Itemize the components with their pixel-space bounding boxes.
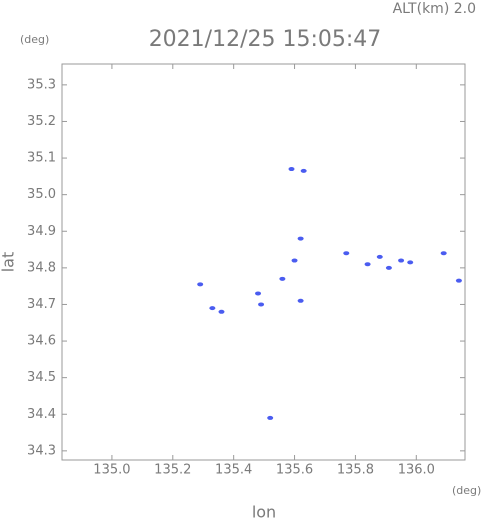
x-tick-label: 135.4: [215, 463, 252, 478]
echo-point: [218, 309, 225, 314]
y-tick-label: 34.3: [27, 443, 56, 458]
x-tick-label: 135.0: [93, 463, 130, 478]
y-axis-label: lat: [0, 252, 18, 273]
y-tick-label: 34.8: [27, 260, 56, 275]
x-unit: (deg): [452, 484, 481, 497]
chart-title: 2021/12/25 15:05:47: [149, 27, 382, 52]
y-tick-label: 34.7: [27, 297, 56, 312]
y-tick-label: 35.1: [27, 151, 56, 166]
echo-point: [407, 260, 414, 265]
y-tick-label: 35.2: [27, 114, 56, 129]
echo-point: [267, 415, 274, 420]
echo-point: [197, 282, 204, 287]
y-unit: (deg): [20, 33, 49, 46]
echo-point: [279, 276, 286, 281]
altitude-label: ALT(km) 2.0: [393, 1, 476, 17]
x-tick-label: 135.2: [154, 463, 191, 478]
plot-frame: [61, 63, 466, 461]
echo-point: [291, 258, 298, 263]
echo-point: [297, 236, 304, 241]
y-tick-label: 34.9: [27, 224, 56, 239]
echo-point: [385, 265, 392, 270]
echo-point: [209, 306, 216, 311]
y-tick-label: 34.4: [27, 407, 56, 422]
echo-point: [258, 302, 265, 307]
y-tick-label: 35.0: [27, 187, 56, 202]
x-axis-label: lon: [252, 503, 276, 521]
echo-point: [288, 167, 295, 172]
y-tick-label: 34.5: [27, 370, 56, 385]
echo-point: [297, 298, 304, 303]
echo-point: [440, 251, 447, 256]
echo-point: [398, 258, 405, 263]
echo-point: [455, 278, 462, 283]
x-tick-label: 135.8: [337, 463, 374, 478]
echo-point: [300, 168, 307, 173]
y-tick-label: 34.6: [27, 334, 56, 349]
x-tick-label: 136.0: [398, 463, 435, 478]
y-tick-label: 35.3: [27, 77, 56, 92]
x-tick-label: 135.6: [276, 463, 313, 478]
echo-point: [255, 291, 262, 296]
echo-point: [376, 254, 383, 259]
echo-point: [343, 251, 350, 256]
echo-point: [364, 262, 371, 267]
